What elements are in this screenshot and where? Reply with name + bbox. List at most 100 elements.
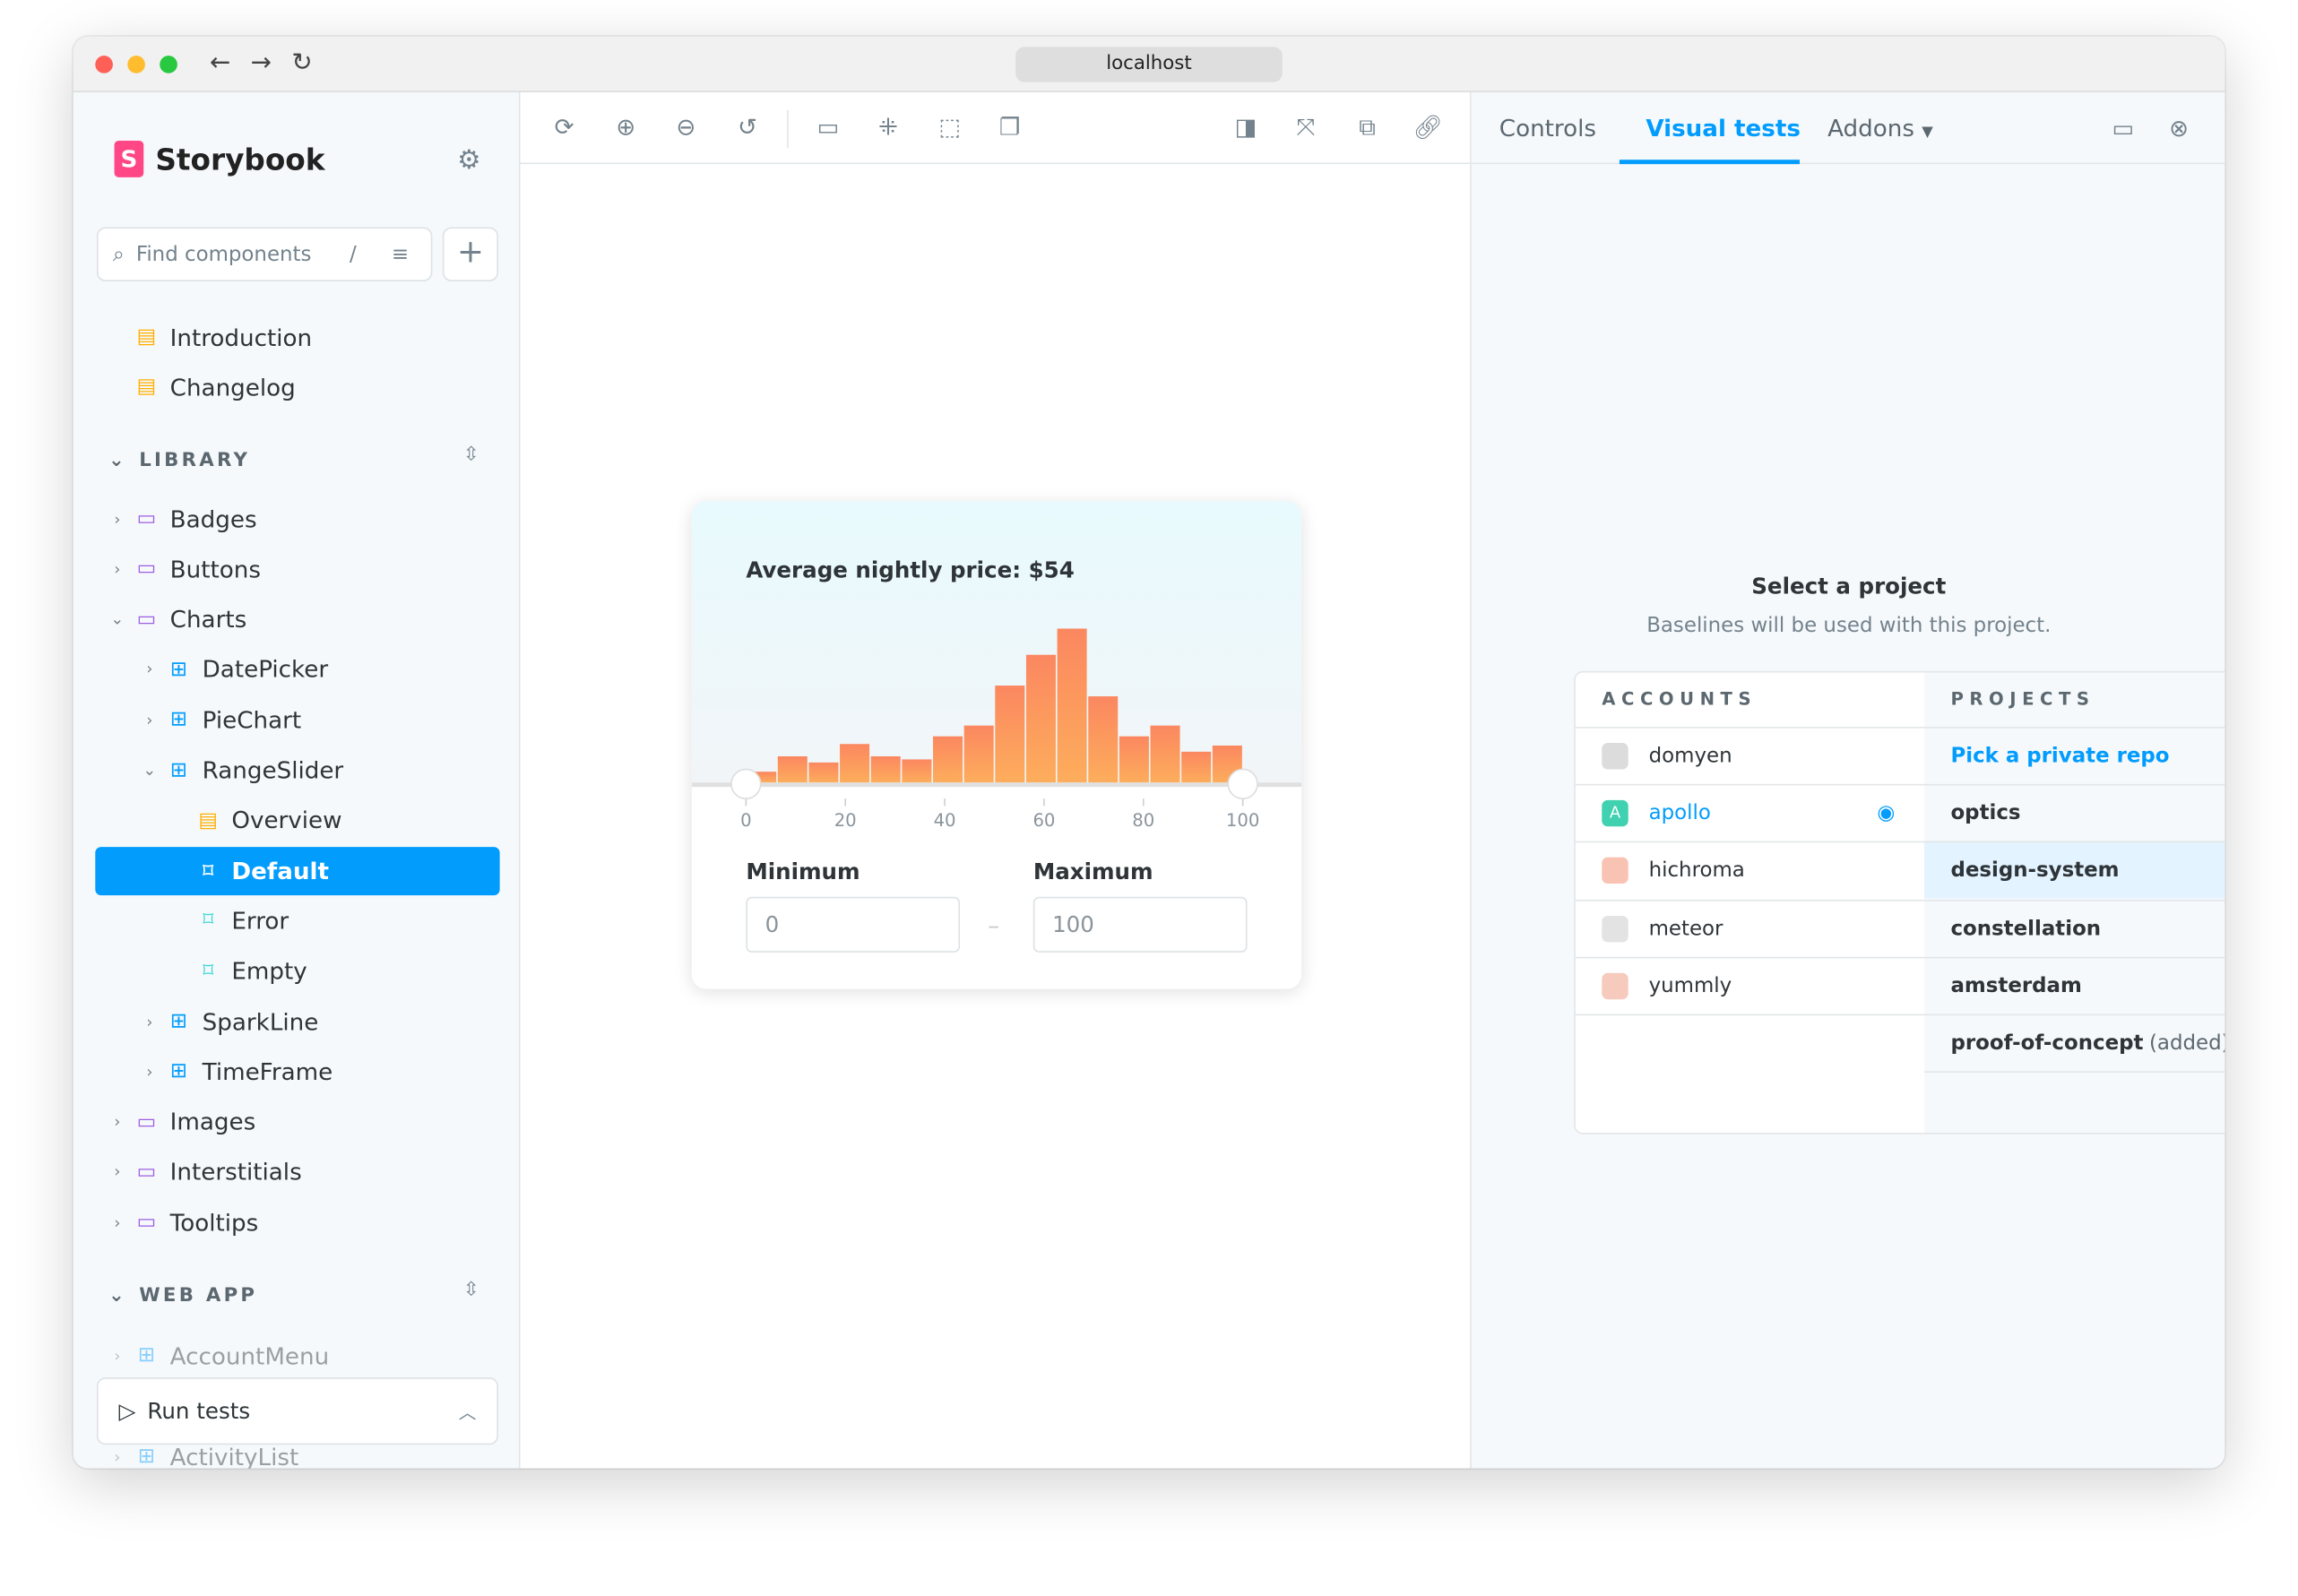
chevron-right-icon[interactable]: › bbox=[114, 1212, 121, 1232]
forward-icon[interactable]: → bbox=[250, 47, 272, 78]
chevron-right-icon[interactable]: › bbox=[146, 1062, 153, 1082]
account-row-meteor[interactable]: meteor bbox=[1575, 899, 1925, 956]
library-section-header[interactable]: ⌄ LIBRARY bbox=[108, 450, 250, 472]
chevron-right-icon[interactable]: › bbox=[146, 660, 153, 679]
item-label: Buttons bbox=[169, 555, 261, 583]
project-row-proof-of-concept[interactable]: proof-of-concept (added) bbox=[1924, 1014, 2225, 1072]
chevron-right-icon: › bbox=[114, 1446, 121, 1467]
maximum-input[interactable]: 100 bbox=[1032, 896, 1248, 953]
close-window-button[interactable] bbox=[95, 56, 113, 73]
item-label: Empty bbox=[231, 957, 307, 986]
chevron-up-icon[interactable]: ︿ bbox=[458, 1402, 477, 1422]
fullscreen-icon[interactable]: ⤧ bbox=[1296, 112, 1316, 141]
minimize-window-button[interactable] bbox=[127, 56, 145, 73]
tab-visual-tests[interactable]: Visual tests bbox=[1646, 114, 1801, 142]
address-bar[interactable]: localhost bbox=[1015, 47, 1283, 82]
min-slider-handle[interactable] bbox=[730, 768, 762, 800]
tree-item-images[interactable]: › ▭ Images bbox=[73, 1100, 521, 1143]
webapp-section-header[interactable]: ⌄ WEB APP bbox=[108, 1285, 257, 1307]
histogram-bar bbox=[1025, 654, 1056, 783]
item-label: Tooltips bbox=[169, 1208, 259, 1237]
expand-collapse-icon[interactable]: ⇳ bbox=[462, 1279, 479, 1302]
document-icon: ▤ bbox=[136, 325, 157, 349]
chevron-down-icon[interactable]: ⌄ bbox=[110, 609, 125, 629]
reload-icon[interactable]: ↻ bbox=[291, 47, 313, 78]
account-row-hichroma[interactable]: hichroma bbox=[1575, 841, 1925, 899]
minimum-input[interactable]: 0 bbox=[746, 896, 961, 953]
account-avatar bbox=[1602, 915, 1628, 942]
item-label: AccountMenu bbox=[169, 1342, 330, 1370]
tree-item-datepicker[interactable]: › ⊞ DatePicker bbox=[73, 648, 521, 692]
zoom-reset-icon[interactable]: ↺ bbox=[737, 112, 757, 141]
tab-addons[interactable]: Addons ▼ bbox=[1827, 115, 1933, 142]
tree-item-introduction[interactable]: ▤ Introduction bbox=[73, 315, 521, 359]
filter-icon[interactable]: ≡ bbox=[391, 242, 410, 266]
chevron-right-icon[interactable]: › bbox=[114, 559, 121, 579]
gear-icon[interactable]: ⚙ bbox=[457, 144, 481, 177]
histogram-bar bbox=[995, 686, 1025, 783]
run-tests-button[interactable]: ▷ Run tests ︿ bbox=[96, 1377, 498, 1445]
histogram-bar bbox=[1119, 736, 1149, 783]
tree-item-charts[interactable]: ⌄ ▭ Charts bbox=[73, 597, 521, 641]
browser-window: ← → ↻ localhost S Storybook ⚙ ⌕ Find compo… bbox=[73, 36, 2225, 1469]
viewport-icon[interactable]: ❐ bbox=[998, 112, 1021, 141]
histogram: 0 20 40 60 80 100 bbox=[691, 628, 1302, 831]
max-slider-handle[interactable] bbox=[1227, 768, 1258, 800]
x-tick-label: 0 bbox=[740, 810, 751, 831]
chevron-right-icon[interactable]: › bbox=[146, 710, 153, 729]
tree-item-timeframe[interactable]: › ⊞ TimeFrame bbox=[73, 1049, 521, 1093]
project-row-design-system[interactable]: design-system⊕ bbox=[1924, 841, 2225, 900]
tree-item-buttons[interactable]: › ▭ Buttons bbox=[73, 547, 521, 591]
project-row-amsterdam[interactable]: amsterdam bbox=[1924, 956, 2225, 1014]
folder-icon: ▭ bbox=[136, 556, 157, 582]
tree-item-rangeslider[interactable]: ⌄ ⊞ RangeSlider bbox=[73, 748, 521, 792]
range-slider-card: Average nightly price: $54 0 20 40 60 80 100 … bbox=[691, 501, 1302, 989]
outline-icon[interactable]: ⬚ bbox=[938, 112, 961, 141]
component-icon: ⊞ bbox=[137, 1445, 156, 1469]
sidebar-toggle-icon[interactable]: ◨ bbox=[1234, 112, 1257, 141]
remount-icon[interactable]: ⟳ bbox=[554, 112, 574, 141]
close-panel-icon[interactable]: ⊗ bbox=[2169, 114, 2190, 142]
background-icon[interactable]: ▭ bbox=[816, 112, 840, 141]
open-new-tab-icon[interactable]: ⧉ bbox=[1359, 112, 1376, 141]
chevron-right-icon[interactable]: › bbox=[114, 1112, 121, 1132]
project-row-optics[interactable]: optics bbox=[1924, 784, 2225, 841]
tree-item-default[interactable]: ⌑ Default bbox=[95, 847, 500, 896]
copy-link-icon[interactable]: 🔗︎ bbox=[1412, 112, 1443, 141]
account-name: hichroma bbox=[1648, 858, 1745, 884]
storybook-logo[interactable]: S Storybook bbox=[114, 140, 325, 177]
tree-item-empty[interactable]: ⌑ Empty bbox=[73, 949, 521, 993]
item-label: Error bbox=[231, 907, 289, 936]
panel-position-icon[interactable]: ▭ bbox=[2112, 114, 2135, 142]
tree-item-tooltips[interactable]: › ▭ Tooltips bbox=[73, 1201, 521, 1245]
zoom-in-icon[interactable]: ⊕ bbox=[616, 112, 636, 141]
project-row-constellation[interactable]: constellation bbox=[1924, 899, 2225, 956]
tree-item-error[interactable]: ⌑ Error bbox=[73, 899, 521, 943]
chevron-right-icon[interactable]: › bbox=[114, 509, 121, 529]
back-icon[interactable]: ← bbox=[209, 47, 231, 78]
account-row-domyen[interactable]: domyen bbox=[1575, 727, 1925, 784]
tree-item-sparkline[interactable]: › ⊞ SparkLine bbox=[73, 999, 521, 1043]
tree-item-interstitials[interactable]: › ▭ Interstitials bbox=[73, 1150, 521, 1194]
play-icon: ▷ bbox=[118, 1397, 136, 1425]
add-button[interactable]: + bbox=[442, 227, 498, 281]
chevron-right-icon[interactable]: › bbox=[114, 1162, 121, 1182]
tree-item-piechart[interactable]: › ⊞ PieChart bbox=[73, 698, 521, 742]
tree-item-accountmenu[interactable]: › ⊞ AccountMenu bbox=[73, 1333, 521, 1377]
chevron-down-icon[interactable]: ⌄ bbox=[143, 760, 157, 780]
expand-collapse-icon[interactable]: ⇳ bbox=[462, 444, 479, 466]
chevron-right-icon[interactable]: › bbox=[146, 1012, 153, 1031]
panel-tabs: Controls Visual tests Addons ▼ ▭ ⊗ bbox=[1471, 92, 2225, 165]
tree-item-overview[interactable]: ▤ Overview bbox=[73, 798, 521, 842]
maximize-window-button[interactable] bbox=[160, 56, 177, 73]
zoom-out-icon[interactable]: ⊖ bbox=[676, 112, 696, 141]
tree-item-changelog[interactable]: ▤ Changelog bbox=[73, 365, 521, 409]
account-row-yummly[interactable]: yummly bbox=[1575, 956, 1925, 1014]
tree-item-activitylist[interactable]: › ⊞ ActivityList bbox=[73, 1435, 521, 1469]
project-row-pick-a-private-repo[interactable]: Pick a private repo› bbox=[1924, 727, 2225, 784]
tab-controls[interactable]: Controls bbox=[1499, 114, 1597, 142]
grid-icon[interactable]: ⁜ bbox=[877, 112, 898, 141]
tree-item-badges[interactable]: › ▭ Badges bbox=[73, 496, 521, 540]
search-input[interactable]: ⌕ Find components / ≡ bbox=[96, 227, 433, 281]
